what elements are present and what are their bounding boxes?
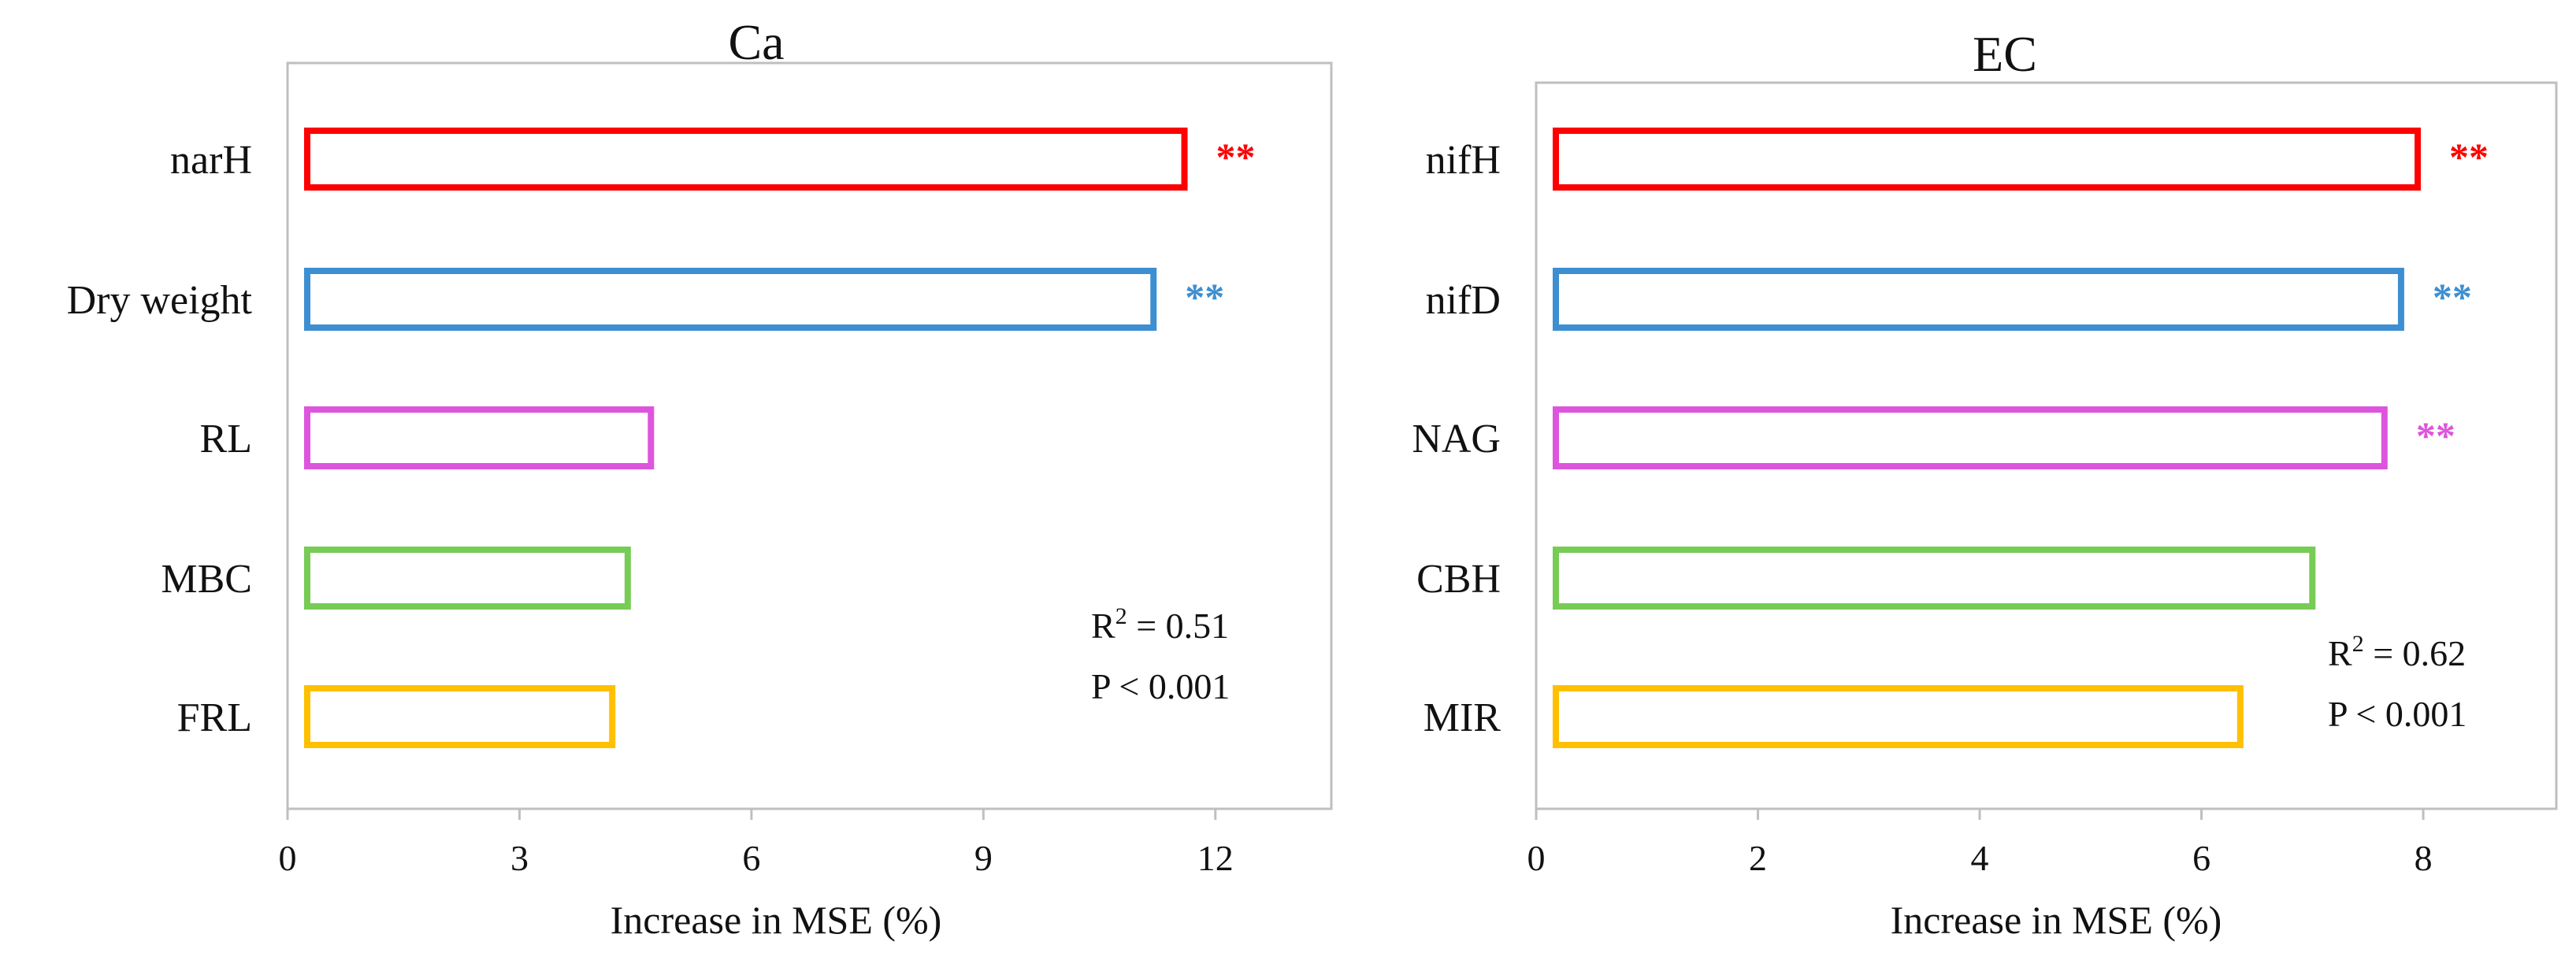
ec-bar-nag <box>1553 406 2388 469</box>
ec-x-tick-label-8: 8 <box>2415 838 2433 878</box>
ca-x-tick-label-12: 12 <box>1197 838 1234 878</box>
ca-x-axis-label: Increase in MSE (%) <box>611 898 942 942</box>
ec-x-tick-label-4: 4 <box>1971 838 1989 878</box>
ca-category-label-narh: narH <box>170 138 252 183</box>
ca-significance-dry-weight: ** <box>1185 275 1224 319</box>
ca-category-label-rl: RL <box>200 417 252 461</box>
ec-x-tick-label-0: 0 <box>1527 838 1546 878</box>
ca-x-tick-label-6: 6 <box>742 838 760 878</box>
ca-bar-dry-weight <box>304 268 1157 331</box>
ec-bar-mir <box>1553 685 2244 748</box>
ec-significance-nag: ** <box>2416 413 2455 458</box>
ec-x-tick-label-6: 6 <box>2192 838 2210 878</box>
ca-significance-narh: ** <box>1216 135 1256 179</box>
ca-plot-frame <box>286 61 1333 810</box>
ec-chart-title: EC <box>1973 26 2037 82</box>
ec-p-annotation: P < 0.001 <box>2328 694 2467 734</box>
ec-bar-nifd <box>1553 268 2404 331</box>
ca-bar-frl <box>304 685 616 748</box>
ec-bar-nifh <box>1553 128 2422 191</box>
ec-bar-cbh <box>1553 547 2316 610</box>
ec-category-label-nifh: nifH <box>1426 138 1501 183</box>
ec-r2-annotation: R2 = 0.62 <box>2328 631 2466 673</box>
ca-chart-title: Ca <box>728 14 784 70</box>
ca-x-tick-label-3: 3 <box>510 838 529 878</box>
ca-category-label-dry-weight: Dry weight <box>67 278 253 323</box>
ec-category-label-cbh: CBH <box>1416 557 1501 602</box>
ec-x-axis-label: Increase in MSE (%) <box>1891 898 2222 942</box>
ec-significance-nifd: ** <box>2433 275 2472 319</box>
ca-bar-narh <box>304 128 1188 191</box>
ca-bar-mbc <box>304 547 631 610</box>
ec-significance-nifh: ** <box>2449 135 2489 179</box>
ca-x-tick-label-9: 9 <box>974 838 993 878</box>
ca-category-label-frl: FRL <box>177 695 252 740</box>
ec-x-tick-label-2: 2 <box>1749 838 1767 878</box>
ca-p-annotation: P < 0.001 <box>1091 666 1230 706</box>
ca-bar-rl <box>304 406 655 469</box>
ca-r2-annotation: R2 = 0.51 <box>1091 603 1229 646</box>
ec-category-label-nifd: nifD <box>1426 278 1501 323</box>
ca-category-label-mbc: MBC <box>161 557 252 602</box>
ec-category-label-mir: MIR <box>1423 695 1501 740</box>
ca-x-tick-label-0: 0 <box>279 838 297 878</box>
ec-plot-frame <box>1535 81 2558 810</box>
ec-category-label-nag: NAG <box>1412 417 1501 461</box>
